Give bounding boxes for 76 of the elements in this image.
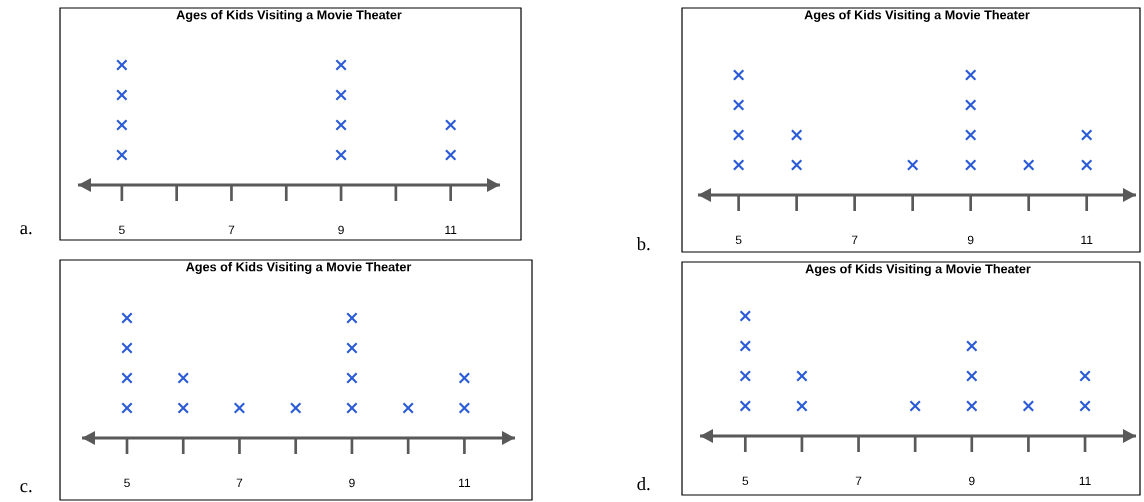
point xyxy=(116,149,128,161)
point xyxy=(739,370,752,382)
x-tick-label: 5 xyxy=(735,235,742,245)
x-tick-label: 5 xyxy=(124,478,130,488)
point xyxy=(444,149,457,161)
point xyxy=(732,69,745,81)
point xyxy=(458,402,471,414)
x-tick-label: 11 xyxy=(1081,235,1093,244)
x-tick-label: 9 xyxy=(338,225,344,235)
point xyxy=(739,310,752,322)
point xyxy=(1022,159,1035,171)
point xyxy=(346,342,358,354)
point xyxy=(1080,159,1093,171)
point xyxy=(116,119,128,131)
x-tick-label: 7 xyxy=(851,235,858,244)
point xyxy=(335,149,347,161)
text: a. xyxy=(20,225,32,235)
point xyxy=(909,400,921,412)
point xyxy=(116,59,128,71)
point xyxy=(177,372,190,384)
point xyxy=(335,119,347,131)
x-tick-label: 5 xyxy=(742,476,749,486)
point xyxy=(964,159,977,171)
point xyxy=(1022,400,1035,412)
chart-title: Ages of Kids Visiting a Movie Theater xyxy=(804,10,1030,22)
x-tick-label: 7 xyxy=(228,225,235,234)
x-tick-label: 7 xyxy=(236,478,243,487)
point xyxy=(732,159,745,171)
text: d. xyxy=(637,477,650,491)
point xyxy=(966,340,978,352)
point xyxy=(790,129,803,141)
point xyxy=(964,129,977,141)
point xyxy=(335,59,347,71)
chart-title: Ages of Kids Visiting a Movie Theater xyxy=(185,262,412,274)
point xyxy=(116,89,128,101)
point xyxy=(121,402,133,414)
point xyxy=(289,402,302,414)
chart-title: Ages of Kids Visiting a Movie Theater xyxy=(176,10,402,22)
point xyxy=(796,370,808,382)
x-tick-label: 9 xyxy=(967,235,974,245)
point xyxy=(1079,370,1091,382)
x-tick-label: 5 xyxy=(119,225,125,235)
text: b. xyxy=(636,237,650,251)
x-tick-label: 11 xyxy=(445,225,457,234)
point xyxy=(444,119,457,131)
point xyxy=(732,129,745,141)
point xyxy=(739,400,752,412)
point xyxy=(121,342,133,354)
point xyxy=(1079,400,1091,412)
point xyxy=(966,370,978,382)
point xyxy=(790,159,803,171)
point xyxy=(964,99,977,111)
point xyxy=(1080,129,1093,141)
x-tick-label: 9 xyxy=(349,478,355,488)
point xyxy=(346,372,358,384)
point xyxy=(966,400,978,412)
point xyxy=(906,159,919,171)
point xyxy=(346,312,358,324)
chart-title: Ages of Kids Visiting a Movie Theater xyxy=(805,264,1031,276)
x-tick-label: 11 xyxy=(1079,476,1091,485)
point xyxy=(458,372,471,384)
point xyxy=(964,69,977,81)
point xyxy=(177,402,190,414)
point xyxy=(402,402,414,414)
point xyxy=(346,402,358,414)
point xyxy=(732,99,745,111)
text: c. xyxy=(20,483,32,493)
x-tick-label: 11 xyxy=(459,478,471,487)
point xyxy=(121,372,133,384)
point xyxy=(233,402,246,414)
point xyxy=(739,340,752,352)
x-tick-label: 9 xyxy=(969,476,975,486)
point xyxy=(121,312,133,324)
x-tick-label: 7 xyxy=(855,476,862,485)
point xyxy=(335,89,347,101)
point xyxy=(796,400,808,412)
